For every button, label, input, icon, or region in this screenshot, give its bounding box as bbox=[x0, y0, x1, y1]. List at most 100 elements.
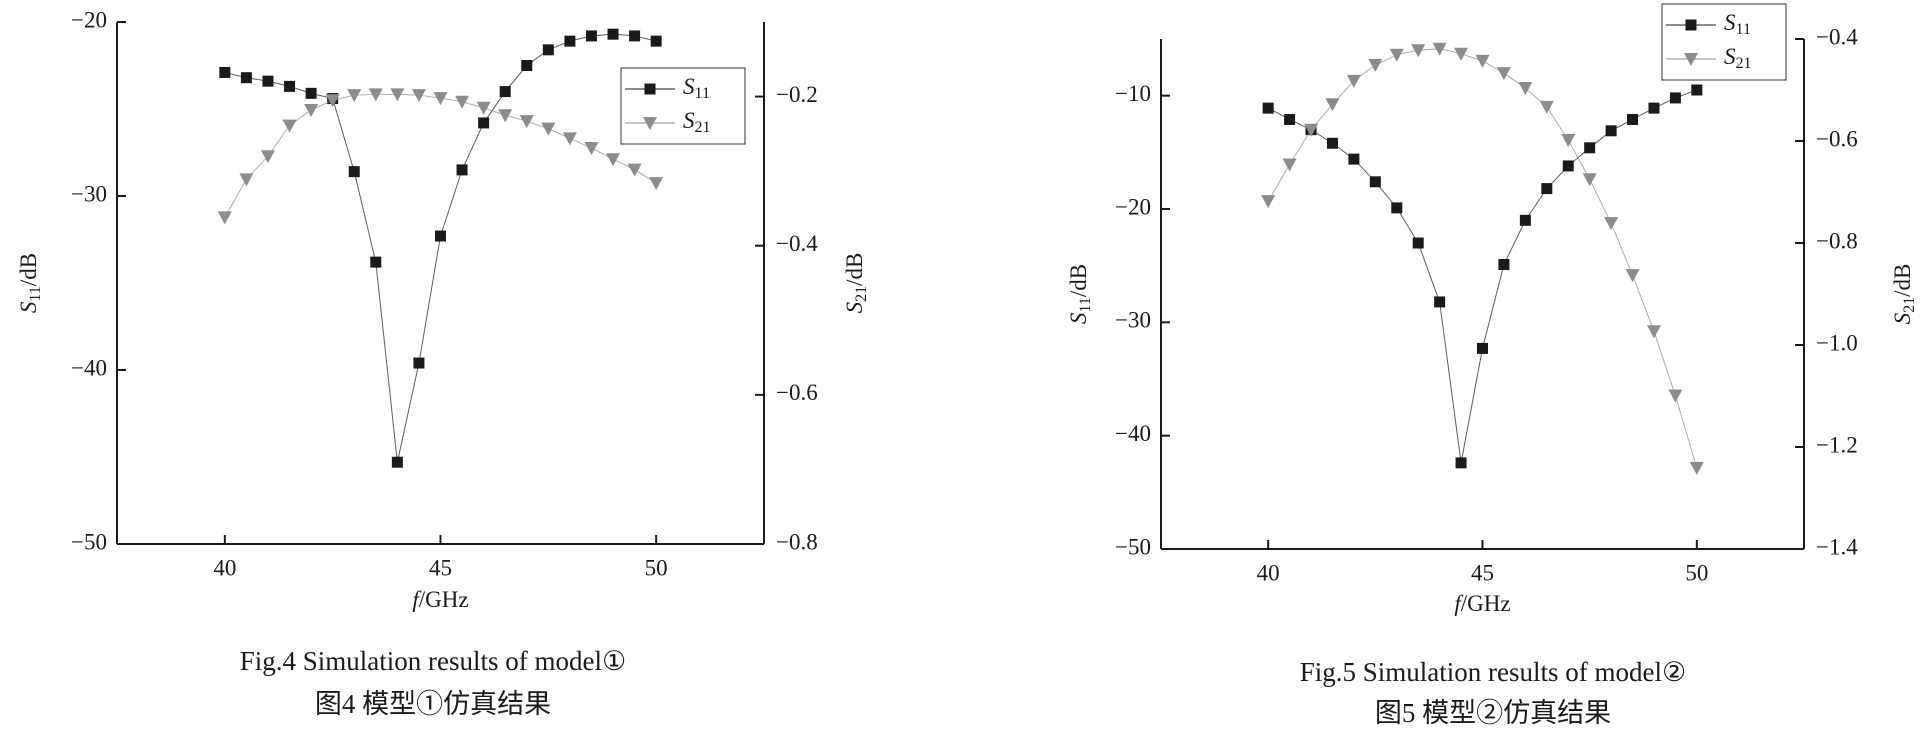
marker bbox=[1369, 176, 1381, 188]
marker bbox=[433, 92, 448, 106]
marker bbox=[1668, 389, 1683, 403]
marker bbox=[1519, 214, 1531, 226]
y2-tick-label: −0.8 bbox=[776, 529, 818, 554]
marker bbox=[1261, 195, 1276, 209]
legend-box bbox=[620, 67, 746, 145]
marker bbox=[304, 103, 319, 117]
marker bbox=[564, 35, 576, 47]
marker bbox=[1498, 259, 1510, 271]
marker bbox=[413, 357, 425, 369]
y-tick-label: −40 bbox=[71, 355, 107, 380]
marker bbox=[217, 211, 232, 225]
marker bbox=[1627, 113, 1639, 125]
y2-tick-label: −0.4 bbox=[1816, 24, 1858, 49]
marker bbox=[1434, 296, 1446, 308]
marker bbox=[260, 150, 275, 164]
y-tick-label: −30 bbox=[1115, 308, 1151, 333]
marker bbox=[1689, 461, 1704, 475]
marker bbox=[435, 230, 446, 242]
caption-cn: 图4 模型①仿真结果 bbox=[315, 689, 551, 719]
marker bbox=[541, 122, 556, 136]
y-tick-label: −30 bbox=[71, 181, 107, 206]
legend-marker bbox=[643, 117, 657, 130]
marker bbox=[1262, 102, 1274, 114]
marker bbox=[1411, 44, 1426, 58]
marker bbox=[1284, 113, 1296, 125]
marker bbox=[305, 87, 317, 99]
marker bbox=[629, 30, 641, 42]
y2-tick-label: −0.8 bbox=[1816, 228, 1858, 253]
marker bbox=[390, 88, 405, 102]
y2-tick-label: −1.2 bbox=[1816, 432, 1858, 457]
marker bbox=[584, 142, 599, 156]
marker bbox=[1455, 457, 1467, 469]
y-tick-label: −40 bbox=[1115, 421, 1151, 446]
legend-label: S11 bbox=[1724, 10, 1751, 37]
x-axis-label: f/GHz bbox=[1454, 591, 1510, 616]
caption-en: Fig.5 Simulation results of model② bbox=[1300, 657, 1686, 687]
x-axis-label: f/GHz bbox=[412, 587, 468, 612]
marker bbox=[1691, 84, 1703, 96]
marker bbox=[219, 66, 231, 78]
marker bbox=[1604, 217, 1619, 231]
marker bbox=[1646, 325, 1661, 339]
marker bbox=[606, 153, 621, 167]
marker bbox=[370, 256, 382, 268]
y2-axis-label: S21/dB bbox=[842, 253, 869, 314]
marker bbox=[240, 72, 252, 84]
marker bbox=[1282, 158, 1297, 172]
y-tick-label: −20 bbox=[71, 7, 107, 32]
y2-tick-label: −0.4 bbox=[776, 231, 818, 256]
marker bbox=[347, 89, 362, 103]
x-tick-label: 40 bbox=[1257, 560, 1280, 585]
y2-tick-label: −0.2 bbox=[776, 82, 818, 107]
marker bbox=[498, 109, 513, 123]
y-tick-label: −20 bbox=[1115, 194, 1151, 219]
series-line bbox=[1267, 48, 1698, 469]
legend-label: S21 bbox=[683, 108, 711, 135]
y-axis-label: S11/dB bbox=[1066, 264, 1093, 324]
marker bbox=[282, 119, 297, 133]
marker bbox=[1582, 173, 1597, 187]
marker bbox=[476, 101, 491, 115]
marker bbox=[325, 94, 340, 108]
x-tick-label: 40 bbox=[213, 555, 236, 580]
marker bbox=[1326, 137, 1338, 149]
legend-label: S11 bbox=[683, 74, 710, 101]
y-tick-label: −10 bbox=[1115, 81, 1151, 106]
marker bbox=[542, 44, 554, 56]
y2-axis-label: S21/dB bbox=[1890, 264, 1917, 325]
marker bbox=[1475, 54, 1490, 68]
marker bbox=[1389, 48, 1404, 62]
marker bbox=[1412, 237, 1424, 249]
legend-marker bbox=[1685, 19, 1697, 31]
marker bbox=[391, 456, 403, 468]
marker bbox=[456, 164, 468, 176]
legend-box bbox=[1661, 3, 1787, 81]
legend-marker bbox=[1684, 53, 1698, 66]
marker bbox=[1669, 92, 1681, 104]
marker bbox=[499, 86, 511, 98]
marker bbox=[1584, 142, 1596, 154]
marker bbox=[1432, 42, 1447, 56]
marker bbox=[368, 88, 383, 102]
marker bbox=[1648, 102, 1660, 114]
y2-tick-label: −0.6 bbox=[1816, 126, 1858, 151]
marker bbox=[1477, 342, 1488, 354]
marker bbox=[521, 60, 533, 71]
marker bbox=[1496, 67, 1511, 81]
marker bbox=[262, 75, 274, 87]
marker bbox=[478, 117, 490, 129]
marker bbox=[1562, 160, 1574, 172]
marker bbox=[649, 177, 664, 191]
marker bbox=[1368, 59, 1383, 73]
y2-tick-label: −1.0 bbox=[1816, 330, 1858, 355]
marker bbox=[1539, 100, 1554, 114]
marker bbox=[1605, 125, 1617, 137]
marker bbox=[1454, 47, 1469, 61]
marker bbox=[1541, 183, 1553, 195]
marker bbox=[1561, 133, 1576, 147]
y-axis-label: S11/dB bbox=[16, 253, 43, 313]
marker bbox=[650, 35, 662, 47]
